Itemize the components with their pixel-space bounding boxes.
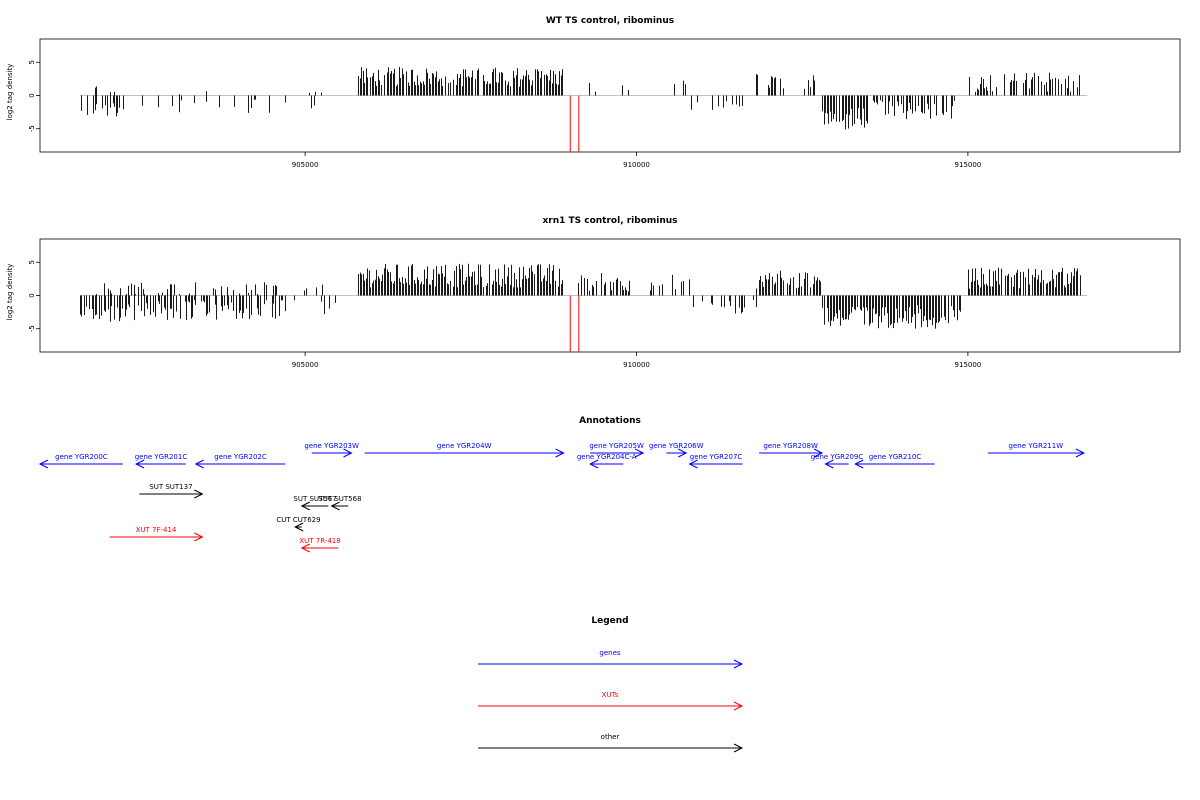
annotation-genes-feature: gene YGR208W [759, 442, 824, 458]
panel-title-xrn1: xrn1 TS control, ribominus [542, 216, 677, 226]
feature-label: gene YGR211W [1009, 442, 1064, 450]
annotation-genes-feature: gene YGR205W [589, 442, 645, 458]
x-tick-label: 905000 [292, 361, 319, 369]
y-tick-label: 5 [28, 60, 36, 64]
annotation-genes-feature: gene YGR201C [134, 453, 188, 469]
annotation-other-feature: SUT SUT567 [293, 495, 337, 511]
feature-label: gene YGR207C [690, 453, 743, 461]
annotations-title: Annotations [579, 416, 641, 426]
annotation-genes-feature: gene YGR204C-A [577, 453, 637, 469]
arrow-head [688, 459, 698, 469]
feature-label: SUT SUT567 [293, 495, 336, 503]
annotation-genes-feature: gene YGR207C [688, 453, 743, 469]
arrow-head [330, 501, 340, 511]
arrow-head [194, 489, 204, 499]
feature-label: XUT 7F-414 [136, 526, 177, 534]
annotation-genes-feature: gene YGR202C [194, 453, 286, 469]
feature-label: gene YGR205W [589, 442, 644, 450]
arrow-head [194, 532, 204, 542]
arrow-head [38, 459, 49, 469]
legend-label: other [601, 733, 620, 741]
plot-area-wt: -5 0 5 905000 910000 915000 [28, 38, 1181, 169]
arrow-head [300, 543, 311, 553]
density-bars [80, 263, 1081, 329]
y-axis-label-xrn1: log2 tag density [6, 264, 14, 321]
feature-label: gene YGR203W [304, 442, 359, 450]
feature-label: gene YGR206W [649, 442, 704, 450]
feature-label: gene YGR209C [811, 453, 864, 461]
y-tick-label: 0 [28, 293, 36, 297]
legend-arrow-head [733, 701, 744, 711]
arrow-head [634, 448, 645, 458]
annotation-features: gene YGR200C gene YGR201C gene YGR202C gene… [38, 442, 1086, 553]
arrow-head [300, 501, 311, 511]
annotation-other-feature: SUT SUT137 [139, 483, 204, 499]
arrow-head [854, 459, 864, 469]
annotation-other-feature: SUT SUT568 [318, 495, 362, 511]
annotation-genes-feature: gene YGR209C [811, 453, 864, 469]
feature-label: gene YGR204W [437, 442, 492, 450]
feature-label: gene YGR210C [869, 453, 922, 461]
y-tick-label: 0 [28, 93, 36, 97]
track-panel-wt: WT TS control, ribominus log2 tag densit… [6, 16, 1181, 169]
feature-label: SUT SUT137 [149, 483, 192, 491]
arrow-head [343, 448, 353, 458]
feature-label: CUT CUT629 [276, 516, 320, 524]
legend-entries: genes XUTs other [478, 649, 744, 753]
annotation-genes-feature: gene YGR203W [304, 442, 359, 458]
arrow-head [1075, 448, 1086, 458]
feature-label: gene YGR202C [214, 453, 267, 461]
feature-label: gene YGR204C-A [577, 453, 637, 461]
feature-label: SUT SUT568 [318, 495, 361, 503]
y-tick-label: -5 [28, 325, 36, 332]
legend-title: Legend [591, 616, 628, 626]
annotation-other-feature: CUT CUT629 [276, 516, 321, 532]
arrow-head [194, 459, 204, 469]
feature-label: XUT 7R-418 [299, 537, 340, 545]
track-panel-xrn1: xrn1 TS control, ribominus log2 tag dens… [6, 216, 1181, 369]
x-tick-label: 915000 [955, 161, 982, 169]
x-tick-label: 910000 [623, 361, 650, 369]
legend-label: genes [599, 649, 620, 657]
feature-label: gene YGR201C [135, 453, 188, 461]
x-tick-label: 915000 [955, 361, 982, 369]
annotation-genes-feature: gene YGR211W [987, 442, 1086, 458]
legend-arrow-head [733, 659, 744, 669]
annotation-xuts-feature: XUT 7R-418 [299, 537, 341, 553]
panel-title-wt: WT TS control, ribominus [546, 16, 674, 26]
arrow-head [588, 459, 599, 469]
annotation-genes-feature: gene YGR210C [854, 453, 935, 469]
arrow-head [134, 459, 145, 469]
legend-panel: Legend genes XUTs other [478, 616, 744, 753]
arrow-head [813, 448, 824, 458]
y-tick-label: 5 [28, 260, 36, 264]
legend-entry-xuts: XUTs [478, 691, 744, 711]
plot-area-xrn1: -5 0 5 905000 910000 915000 [28, 238, 1181, 369]
annotation-genes-feature: gene YGR204W [364, 442, 565, 458]
annotation-genes-feature: gene YGR206W [649, 442, 704, 458]
feature-label: gene YGR200C [55, 453, 108, 461]
arrow-head [824, 459, 834, 469]
annotation-xuts-feature: XUT 7F-414 [109, 526, 204, 542]
feature-label: gene YGR208W [763, 442, 818, 450]
annotation-genes-feature: gene YGR200C [38, 453, 123, 469]
x-tick-label: 910000 [623, 161, 650, 169]
density-bars [81, 67, 1080, 130]
legend-entry-other: other [478, 733, 744, 753]
arrow-head [555, 448, 565, 458]
legend-label: XUTs [602, 691, 619, 699]
x-tick-label: 905000 [292, 161, 319, 169]
annotations-panel: Annotations gene YGR200C gene YGR201C gene… [38, 416, 1086, 553]
y-axis-label-wt: log2 tag density [6, 64, 14, 121]
arrow-head [294, 522, 304, 532]
arrow-head [677, 448, 688, 458]
legend-entry-genes: genes [478, 649, 744, 669]
y-tick-label: -5 [28, 125, 36, 132]
legend-arrow-head [733, 743, 744, 753]
